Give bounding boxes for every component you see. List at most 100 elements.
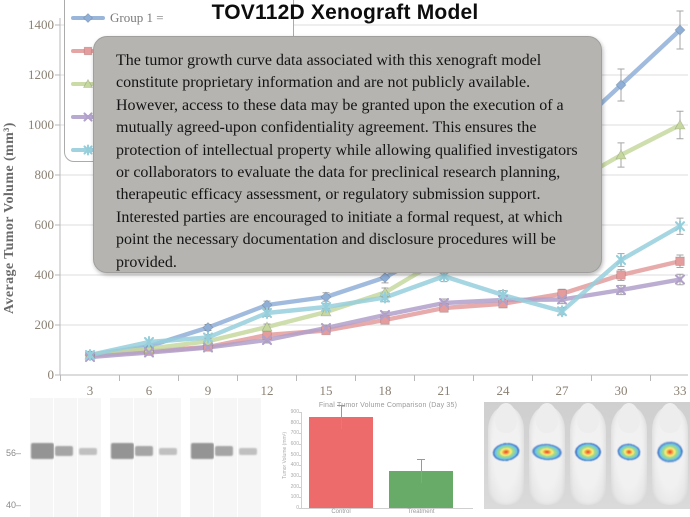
western-blot-panel: 56– 40– bbox=[6, 398, 274, 517]
x-tick-label: 6 bbox=[145, 383, 153, 398]
x-marker bbox=[556, 294, 568, 305]
mouse-head bbox=[536, 403, 558, 433]
bar-y-tick bbox=[299, 486, 301, 488]
asterisk-marker bbox=[615, 253, 627, 267]
bar-y-tick bbox=[299, 444, 301, 445]
bar-error-line bbox=[341, 405, 342, 430]
bar-y-tick bbox=[299, 508, 301, 509]
blot-band bbox=[215, 446, 233, 456]
blot-lane bbox=[158, 398, 181, 517]
y-tick-label: 1400 bbox=[28, 17, 54, 32]
bar-y-tick-label: 300 bbox=[290, 473, 299, 479]
blot-band bbox=[111, 443, 134, 459]
y-tick-label: 1200 bbox=[28, 67, 54, 82]
triangle-marker bbox=[674, 119, 686, 130]
bar-y-tick bbox=[299, 497, 301, 499]
proprietary-notice-text: The tumor growth curve data associated w… bbox=[116, 52, 578, 271]
bar-control bbox=[309, 417, 373, 508]
asterisk-marker bbox=[202, 331, 214, 344]
triangle-marker bbox=[261, 321, 273, 332]
mouse-head bbox=[577, 403, 599, 433]
asterisk-marker bbox=[84, 348, 96, 362]
x-marker bbox=[261, 334, 273, 346]
x-tick-label: 9 bbox=[204, 383, 212, 398]
square-marker bbox=[675, 256, 685, 266]
triangle-marker bbox=[615, 149, 627, 160]
x-marker bbox=[202, 342, 214, 353]
bar-y-tick bbox=[299, 422, 301, 424]
asterisk-marker bbox=[320, 300, 332, 314]
bar-y-tick-label: 900 bbox=[290, 409, 299, 415]
x-marker bbox=[143, 347, 155, 358]
y-tick-label: 600 bbox=[34, 217, 55, 232]
bar-x-axis bbox=[301, 508, 473, 509]
x-marker bbox=[438, 297, 450, 309]
y-tick-label: 800 bbox=[34, 167, 55, 182]
bar-y-tick-label: 800 bbox=[290, 419, 299, 426]
blot-band bbox=[55, 446, 73, 456]
diamond-marker bbox=[674, 24, 686, 36]
blot-lane bbox=[78, 398, 101, 517]
mouse-head bbox=[495, 403, 517, 433]
asterisk-marker bbox=[379, 291, 391, 304]
bar-chart-title: Final Tumor Volume Comparison (Day 35) bbox=[318, 402, 458, 409]
legend-label: Group 1 = bbox=[110, 9, 164, 25]
x-tick-label: 27 bbox=[555, 383, 569, 398]
bar-y-tick-label: 200 bbox=[290, 483, 299, 490]
blot-band bbox=[191, 443, 214, 459]
asterisk-marker bbox=[556, 305, 568, 318]
triangle-marker bbox=[82, 78, 94, 88]
bar-y-axis bbox=[301, 412, 302, 508]
blot-lane bbox=[214, 398, 237, 517]
legend-item: Group 1 = bbox=[65, 1, 293, 34]
bioluminescence-signal bbox=[573, 441, 603, 463]
x-marker bbox=[615, 284, 627, 296]
blot-band bbox=[79, 448, 97, 455]
diamond-marker bbox=[320, 291, 332, 303]
x-tick-label: 18 bbox=[378, 383, 392, 398]
final-volume-bar-chart: Final Tumor Volume Comparison (Day 35) T… bbox=[282, 398, 479, 516]
mouse-head bbox=[659, 403, 681, 433]
square-marker bbox=[321, 325, 331, 336]
x-marker bbox=[83, 111, 93, 122]
mouse-head bbox=[618, 403, 640, 433]
blot-band bbox=[135, 446, 153, 456]
blot-lane bbox=[134, 398, 157, 517]
bar-x-label: Treatment bbox=[407, 509, 435, 515]
mw-marker-label-56: 56– bbox=[6, 448, 22, 458]
diamond-marker bbox=[615, 79, 627, 91]
bar-error-line bbox=[421, 459, 422, 484]
mouse-imaging-panel bbox=[484, 402, 690, 509]
blot-lane bbox=[54, 398, 77, 517]
bar-y-tick-label: 100 bbox=[290, 494, 299, 501]
asterisk-marker bbox=[674, 220, 686, 233]
bar-y-tick-label: 600 bbox=[290, 441, 299, 447]
x-tick-label: 30 bbox=[614, 383, 628, 398]
bar-y-tick-label: 700 bbox=[290, 430, 299, 437]
bar-y-tick bbox=[299, 465, 301, 467]
proprietary-notice-box: The tumor growth curve data associated w… bbox=[93, 36, 602, 273]
mouse-figure bbox=[569, 403, 607, 505]
blot-band bbox=[239, 448, 257, 455]
y-axis-title: Average Tumor Volume (mm³) bbox=[2, 122, 17, 314]
x-tick-label: 33 bbox=[673, 383, 687, 398]
bar-y-tick-label: 500 bbox=[290, 451, 299, 458]
x-marker bbox=[320, 322, 332, 334]
mw-marker-label-40: 40– bbox=[6, 500, 22, 510]
y-tick-label: 0 bbox=[47, 367, 55, 382]
bar-y-tick bbox=[299, 433, 301, 435]
bar-error-cap bbox=[417, 459, 425, 461]
legend-marker-diamond bbox=[71, 12, 105, 23]
x-marker bbox=[674, 274, 686, 285]
square-marker bbox=[616, 270, 626, 280]
y-tick-label: 400 bbox=[34, 267, 55, 282]
page-title: TOV112D Xenograft Model bbox=[211, 1, 479, 24]
blot-lane bbox=[238, 398, 261, 517]
x-tick-label: 21 bbox=[437, 383, 451, 398]
blot-band bbox=[31, 443, 54, 459]
mouse-figure bbox=[651, 403, 689, 505]
bar-y-tick-label: 400 bbox=[290, 462, 299, 469]
bar-y-tick-label: 0 bbox=[296, 505, 299, 511]
asterisk-marker bbox=[143, 335, 155, 349]
blot-band bbox=[159, 448, 177, 455]
